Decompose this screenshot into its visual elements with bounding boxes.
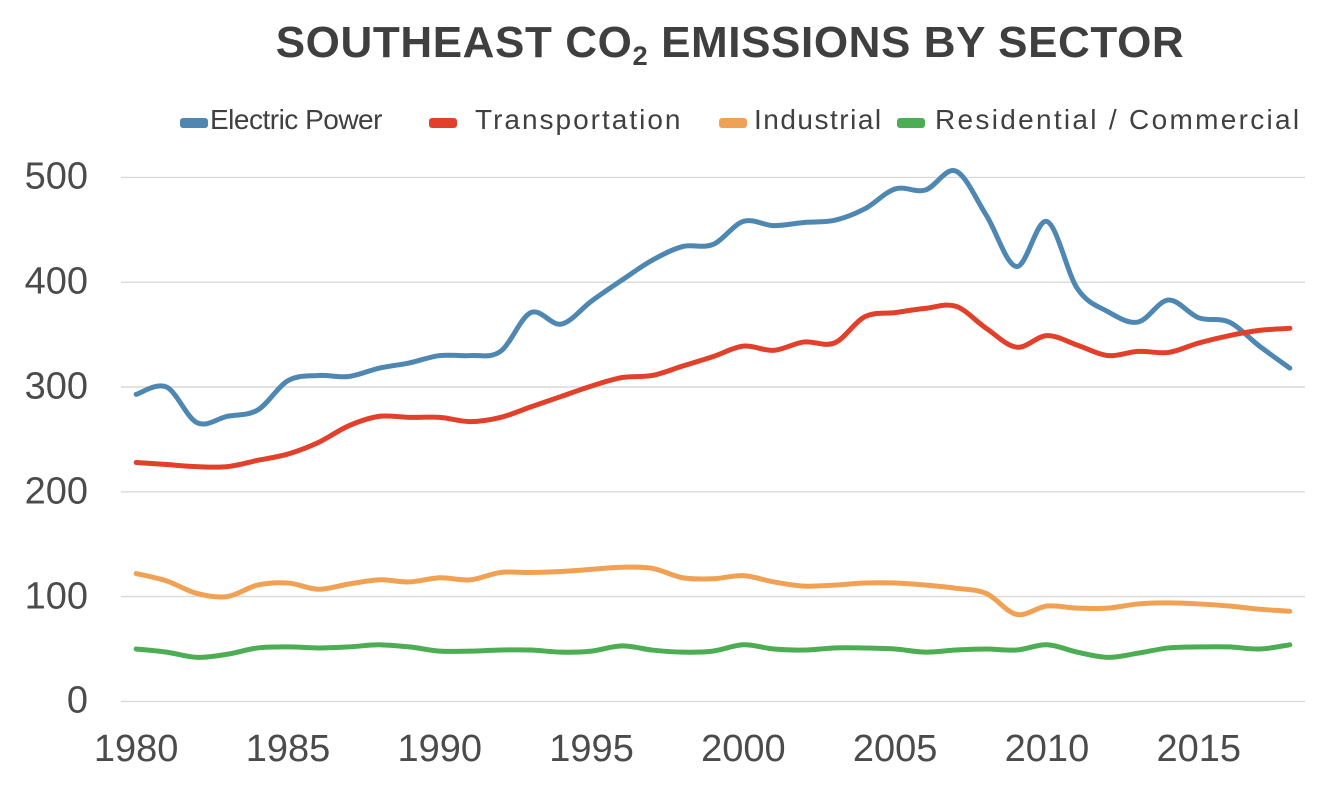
x-tick-label-2000: 2000	[701, 728, 786, 770]
line-electric-power	[133, 168, 1293, 427]
legend-label-residential-commercial: Residential / Commercial	[935, 104, 1302, 135]
chart-title-subscript: 2	[632, 40, 649, 72]
legend-swatch-residential-commercial	[897, 118, 925, 128]
chart-title-suffix: EMISSIONS BY SECTOR	[648, 18, 1185, 67]
x-tick-label-2005: 2005	[852, 728, 938, 770]
y-tick-label-100: 100	[24, 575, 88, 618]
x-tick-label-1995: 1995	[549, 728, 634, 770]
chart-title-prefix: SOUTHEAST CO	[275, 18, 633, 67]
legend-swatch-transportation	[429, 118, 457, 128]
y-tick-label-0: 0	[66, 679, 88, 722]
line-industrial	[133, 564, 1293, 618]
x-tick-label-1990: 1990	[397, 728, 483, 770]
chart-title: SOUTHEAST CO2 EMISSIONS BY SECTOR	[0, 18, 1334, 72]
line-transportation	[133, 302, 1293, 470]
y-tick-label-200: 200	[24, 470, 88, 513]
x-tick-label-1985: 1985	[245, 728, 331, 770]
legend-label-electric-power: Electric Power	[210, 104, 382, 135]
x-tick-label-2015: 2015	[1156, 728, 1242, 770]
y-tick-label-500: 500	[24, 155, 88, 198]
x-tick-label-1980: 1980	[93, 728, 179, 770]
y-tick-label-400: 400	[24, 260, 88, 303]
x-tick-label-2010: 2010	[1004, 728, 1090, 770]
y-tick-label-300: 300	[24, 365, 88, 408]
legend-swatch-electric-power	[180, 118, 208, 128]
legend-label-transportation: Transportation	[475, 104, 683, 135]
legend-label-industrial: Industrial	[754, 104, 883, 135]
line-residential-commercial	[133, 642, 1293, 660]
legend-swatch-industrial	[719, 118, 747, 128]
